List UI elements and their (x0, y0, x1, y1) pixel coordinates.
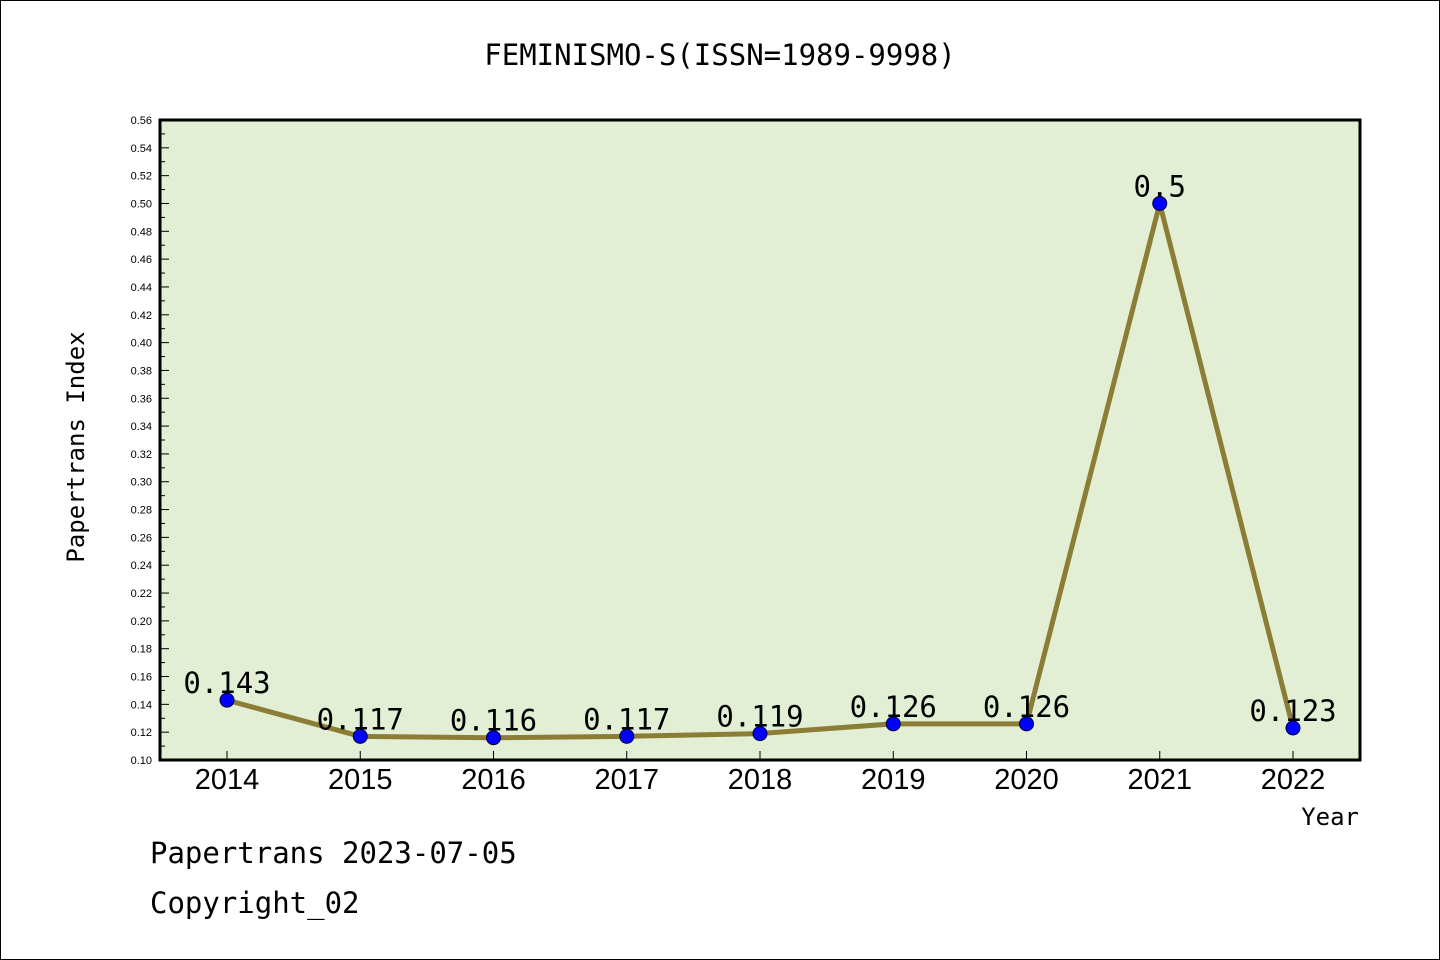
x-tick-label: 2021 (1127, 764, 1192, 796)
x-tick-label: 2015 (328, 764, 393, 796)
y-tick-label: 0.42 (131, 310, 152, 322)
x-axis-label: Year (1301, 803, 1359, 831)
data-labels: 0.143 0.117 0.116 0.117 0.119 0.126 0.126 0.5 0.… (183, 169, 1336, 737)
y-tick-label: 0.10 (131, 755, 152, 767)
data-point (219, 692, 235, 708)
x-tick-label: 2022 (1261, 764, 1326, 796)
y-tick-label: 0.54 (131, 143, 152, 155)
y-tick-label: 0.28 (131, 505, 152, 517)
y-tick-label: 0.24 (131, 560, 152, 572)
y-tick-label: 0.36 (131, 393, 152, 405)
y-axis-label: Papertrans Index (62, 331, 90, 562)
y-tick-label: 0.46 (131, 254, 152, 266)
chart-title: FEMINISMO-S(ISSN=1989-9998) (484, 38, 956, 72)
footer-date: Papertrans 2023-07-05 (150, 836, 517, 870)
data-label: 0.117 (583, 702, 670, 736)
y-tick-label: 0.40 (131, 338, 152, 350)
plot-border (158, 118, 1362, 762)
data-points (219, 195, 1301, 746)
y-tick-label: 0.50 (131, 198, 152, 210)
data-point (619, 728, 635, 744)
data-label: 0.126 (983, 690, 1070, 724)
y-tick-label: 0.34 (131, 421, 152, 433)
data-point (1152, 195, 1168, 211)
y-tick-label: 0.44 (131, 282, 152, 294)
data-point (352, 728, 368, 744)
data-point (752, 726, 768, 742)
x-tick-label: 2020 (994, 764, 1059, 796)
x-tick-label: 2018 (728, 764, 793, 796)
x-tick-label: 2017 (594, 764, 659, 796)
y-tick-label: 0.52 (131, 171, 152, 183)
data-label: 0.5 (1134, 169, 1186, 203)
footer-copyright: Copyright_02 (150, 886, 360, 920)
x-tick-label: 2016 (461, 764, 526, 796)
y-tick-label: 0.14 (131, 699, 152, 711)
y-tick-label: 0.30 (131, 477, 152, 489)
data-label: 0.116 (450, 704, 537, 738)
y-tick-label: 0.22 (131, 588, 152, 600)
data-label: 0.143 (183, 666, 270, 700)
data-point (486, 730, 501, 746)
data-point (1019, 716, 1034, 732)
x-tick-label: 2014 (195, 764, 260, 796)
plot-area (160, 120, 1360, 760)
y-tick-label: 0.26 (131, 532, 152, 544)
data-label: 0.126 (850, 690, 937, 724)
x-tick-label: 2019 (861, 764, 926, 796)
y-tick-label: 0.32 (131, 449, 152, 461)
y-tick-label: 0.12 (131, 727, 152, 739)
data-label: 0.123 (1249, 694, 1336, 728)
y-tick-label: 0.48 (131, 226, 152, 238)
y-tick-label: 0.18 (131, 644, 152, 656)
data-point (1285, 720, 1301, 736)
y-tick-label: 0.20 (131, 616, 152, 628)
y-tick-label: 0.56 (131, 115, 152, 127)
x-axis: 2014 2015 2016 2017 2018 2019 2020 2021 2022 (195, 751, 1326, 796)
data-point (885, 716, 901, 732)
data-label: 0.117 (317, 702, 404, 736)
y-tick-label: 0.16 (131, 672, 152, 684)
data-label: 0.119 (716, 700, 803, 734)
y-tick-label: 0.38 (131, 365, 152, 377)
